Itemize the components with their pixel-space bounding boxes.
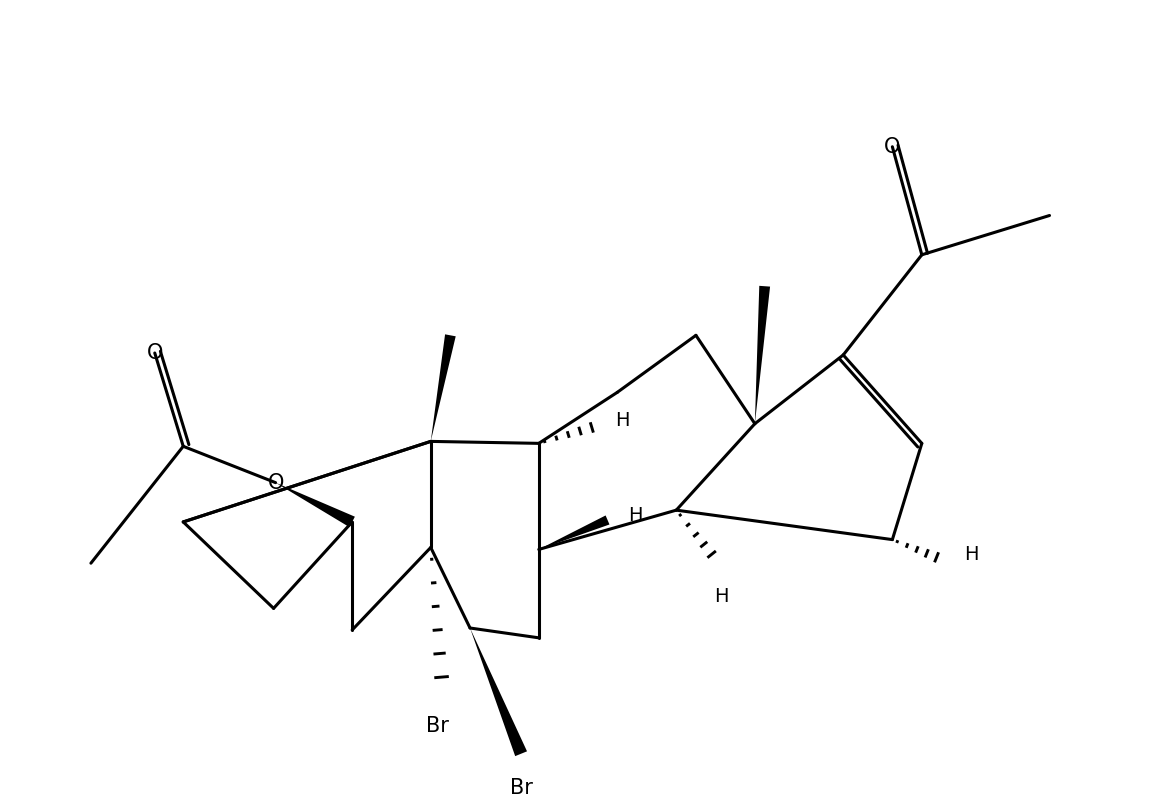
Text: O: O [268,472,284,492]
Text: H: H [627,505,643,525]
Polygon shape [431,334,455,441]
Polygon shape [755,286,771,423]
Text: H: H [615,411,630,430]
Text: H: H [964,545,978,564]
Text: Br: Br [510,778,533,798]
Text: H: H [715,587,729,606]
Polygon shape [470,628,527,756]
Text: O: O [885,137,901,156]
Text: Br: Br [426,716,449,736]
Polygon shape [539,516,610,549]
Polygon shape [276,483,355,527]
Text: O: O [147,343,163,363]
